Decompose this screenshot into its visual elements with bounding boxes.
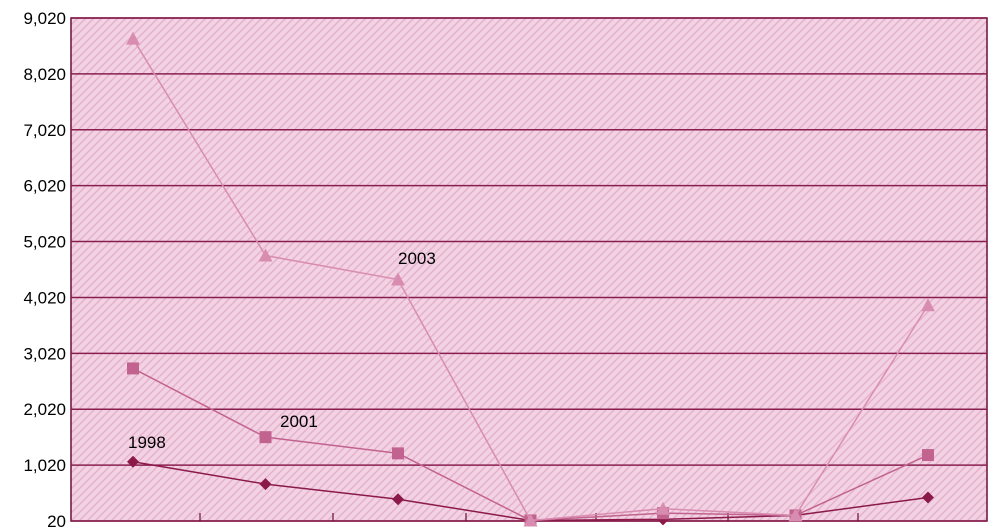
data-point-1998	[922, 491, 934, 504]
data-point-2003	[523, 513, 538, 527]
y-tick-label: 9,020	[23, 9, 66, 28]
y-tick-label: 20	[47, 512, 66, 531]
data-point-2001	[259, 431, 272, 444]
data-point-2003	[258, 248, 273, 262]
data-point-1998	[259, 478, 272, 491]
y-tick-label: 6,020	[23, 177, 66, 196]
y-tick-label: 3,020	[23, 344, 66, 363]
y-tick-label: 2,020	[23, 400, 66, 419]
y-tick-label: 1,020	[23, 456, 66, 475]
data-point-2001	[127, 362, 139, 375]
series-group	[126, 31, 935, 527]
series-label-1998: 1998	[128, 433, 166, 452]
data-point-2003	[126, 31, 140, 45]
y-tick-label: 7,020	[23, 121, 66, 140]
data-point-2003	[788, 508, 803, 522]
data-point-2001	[922, 449, 934, 462]
data-point-1998	[127, 455, 139, 468]
series-label-2003: 2003	[398, 249, 436, 268]
y-tick-label: 4,020	[23, 288, 66, 307]
plot-area	[70, 17, 988, 522]
y-tick-label: 8,020	[23, 65, 66, 84]
data-point-2001	[392, 447, 404, 460]
y-tick-label: 5,020	[23, 233, 66, 252]
data-point-2003	[921, 298, 935, 312]
y-axis-ticks: 20 1,020 2,020 3,020 4,020 5,020 6,020 7,020 8,0…	[23, 9, 66, 531]
series-label-2001: 2001	[280, 412, 318, 431]
data-point-1998	[392, 493, 404, 506]
data-point-2003	[391, 272, 405, 286]
data-point-2003	[656, 501, 670, 515]
series-labels: 1998 2001 2003	[128, 249, 436, 452]
